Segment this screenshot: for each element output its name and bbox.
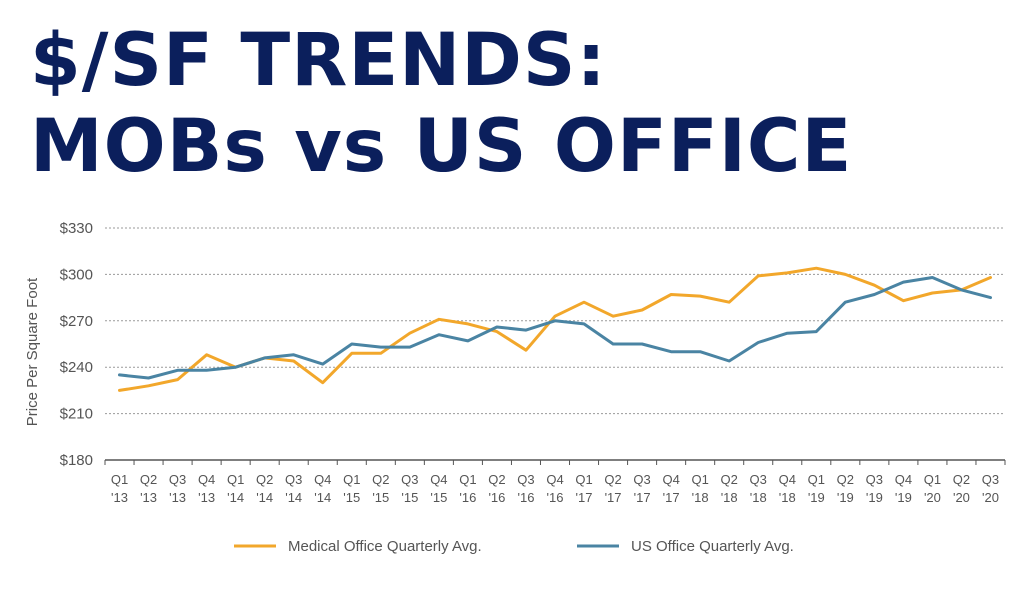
x-tick-label-year: '15 — [372, 490, 389, 505]
x-tick-label-quarter: Q1 — [575, 472, 592, 487]
page-title: $/SF TRENDS: MOBs vs US OFFICE — [30, 18, 852, 190]
x-tick-label-year: '18 — [692, 490, 709, 505]
x-tick-label-quarter: Q4 — [895, 472, 912, 487]
x-tick-label-quarter: Q1 — [808, 472, 825, 487]
x-tick-label-year: '14 — [227, 490, 244, 505]
x-tick-label-year: '17 — [576, 490, 593, 505]
x-tick-label-quarter: Q2 — [604, 472, 621, 487]
x-tick-label-quarter: Q2 — [256, 472, 273, 487]
x-tick-label-quarter: Q4 — [198, 472, 215, 487]
x-tick-label-year: '13 — [111, 490, 128, 505]
x-tick-label-year: '18 — [721, 490, 738, 505]
x-tick-label-year: '20 — [982, 490, 999, 505]
y-tick-label: $180 — [60, 452, 93, 469]
x-tick-label-year: '20 — [953, 490, 970, 505]
x-tick-label-quarter: Q4 — [662, 472, 679, 487]
x-tick-label-quarter: Q1 — [343, 472, 360, 487]
x-tick-label-year: '16 — [547, 490, 564, 505]
x-tick-label-quarter: Q3 — [517, 472, 534, 487]
x-tick-label-quarter: Q1 — [924, 472, 941, 487]
y-tick-label: $330 — [60, 220, 93, 237]
series-line-us-office — [118, 276, 992, 380]
x-tick-label-quarter: Q4 — [430, 472, 447, 487]
x-tick-label-year: '17 — [605, 490, 622, 505]
legend-label-us-office: US Office Quarterly Avg. — [631, 538, 794, 555]
x-tick-label-year: '17 — [634, 490, 651, 505]
x-tick-label-quarter: Q3 — [169, 472, 186, 487]
x-tick-label-year: '20 — [924, 490, 941, 505]
y-tick-label: $210 — [60, 406, 93, 423]
title-line-2: MOBs vs US OFFICE — [30, 104, 853, 189]
x-tick-label-quarter: Q4 — [314, 472, 331, 487]
x-tick-label-quarter: Q1 — [459, 472, 476, 487]
x-tick-label-quarter: Q1 — [111, 472, 128, 487]
x-tick-label-year: '19 — [808, 490, 825, 505]
x-tick-label-year: '18 — [779, 490, 796, 505]
x-tick-label-year: '16 — [459, 490, 476, 505]
y-tick-label: $300 — [60, 266, 93, 283]
x-tick-label-quarter: Q4 — [546, 472, 563, 487]
x-tick-label-year: '15 — [430, 490, 447, 505]
x-tick-label-quarter: Q3 — [285, 472, 302, 487]
x-tick-label-year: '19 — [866, 490, 883, 505]
x-tick-label-quarter: Q3 — [401, 472, 418, 487]
x-tick-label-quarter: Q2 — [488, 472, 505, 487]
x-tick-label-quarter: Q1 — [691, 472, 708, 487]
x-tick-label-quarter: Q3 — [866, 472, 883, 487]
x-tick-label-year: '14 — [256, 490, 273, 505]
x-tick-label-quarter: Q3 — [750, 472, 767, 487]
x-tick-label-year: '17 — [663, 490, 680, 505]
x-tick-label-quarter: Q4 — [779, 472, 796, 487]
x-tick-label-year: '15 — [343, 490, 360, 505]
x-tick-label-quarter: Q3 — [982, 472, 999, 487]
legend-label-medical-office: Medical Office Quarterly Avg. — [288, 538, 482, 555]
x-tick-label-year: '13 — [198, 490, 215, 505]
x-tick-label-year: '18 — [750, 490, 767, 505]
x-tick-label-year: '14 — [314, 490, 331, 505]
x-tick-label-year: '14 — [285, 490, 302, 505]
y-axis-title: Price Per Square Foot — [24, 277, 41, 426]
x-tick-label-year: '13 — [169, 490, 186, 505]
title-line-1: $/SF TRENDS: — [30, 18, 607, 103]
x-tick-label-quarter: Q2 — [721, 472, 738, 487]
x-tick-label-year: '13 — [140, 490, 157, 505]
x-tick-label-quarter: Q2 — [140, 472, 157, 487]
series-line-medical-office — [118, 266, 992, 392]
y-tick-label: $240 — [60, 359, 93, 376]
x-tick-label-quarter: Q2 — [837, 472, 854, 487]
x-tick-label-quarter: Q3 — [633, 472, 650, 487]
x-tick-label-year: '19 — [895, 490, 912, 505]
x-tick-label-year: '16 — [488, 490, 505, 505]
x-tick-label-quarter: Q2 — [372, 472, 389, 487]
x-tick-label-year: '16 — [517, 490, 534, 505]
y-tick-label: $270 — [60, 313, 93, 330]
x-tick-label-quarter: Q2 — [953, 472, 970, 487]
x-tick-label-year: '15 — [401, 490, 418, 505]
x-tick-label-quarter: Q1 — [227, 472, 244, 487]
x-tick-label-year: '19 — [837, 490, 854, 505]
